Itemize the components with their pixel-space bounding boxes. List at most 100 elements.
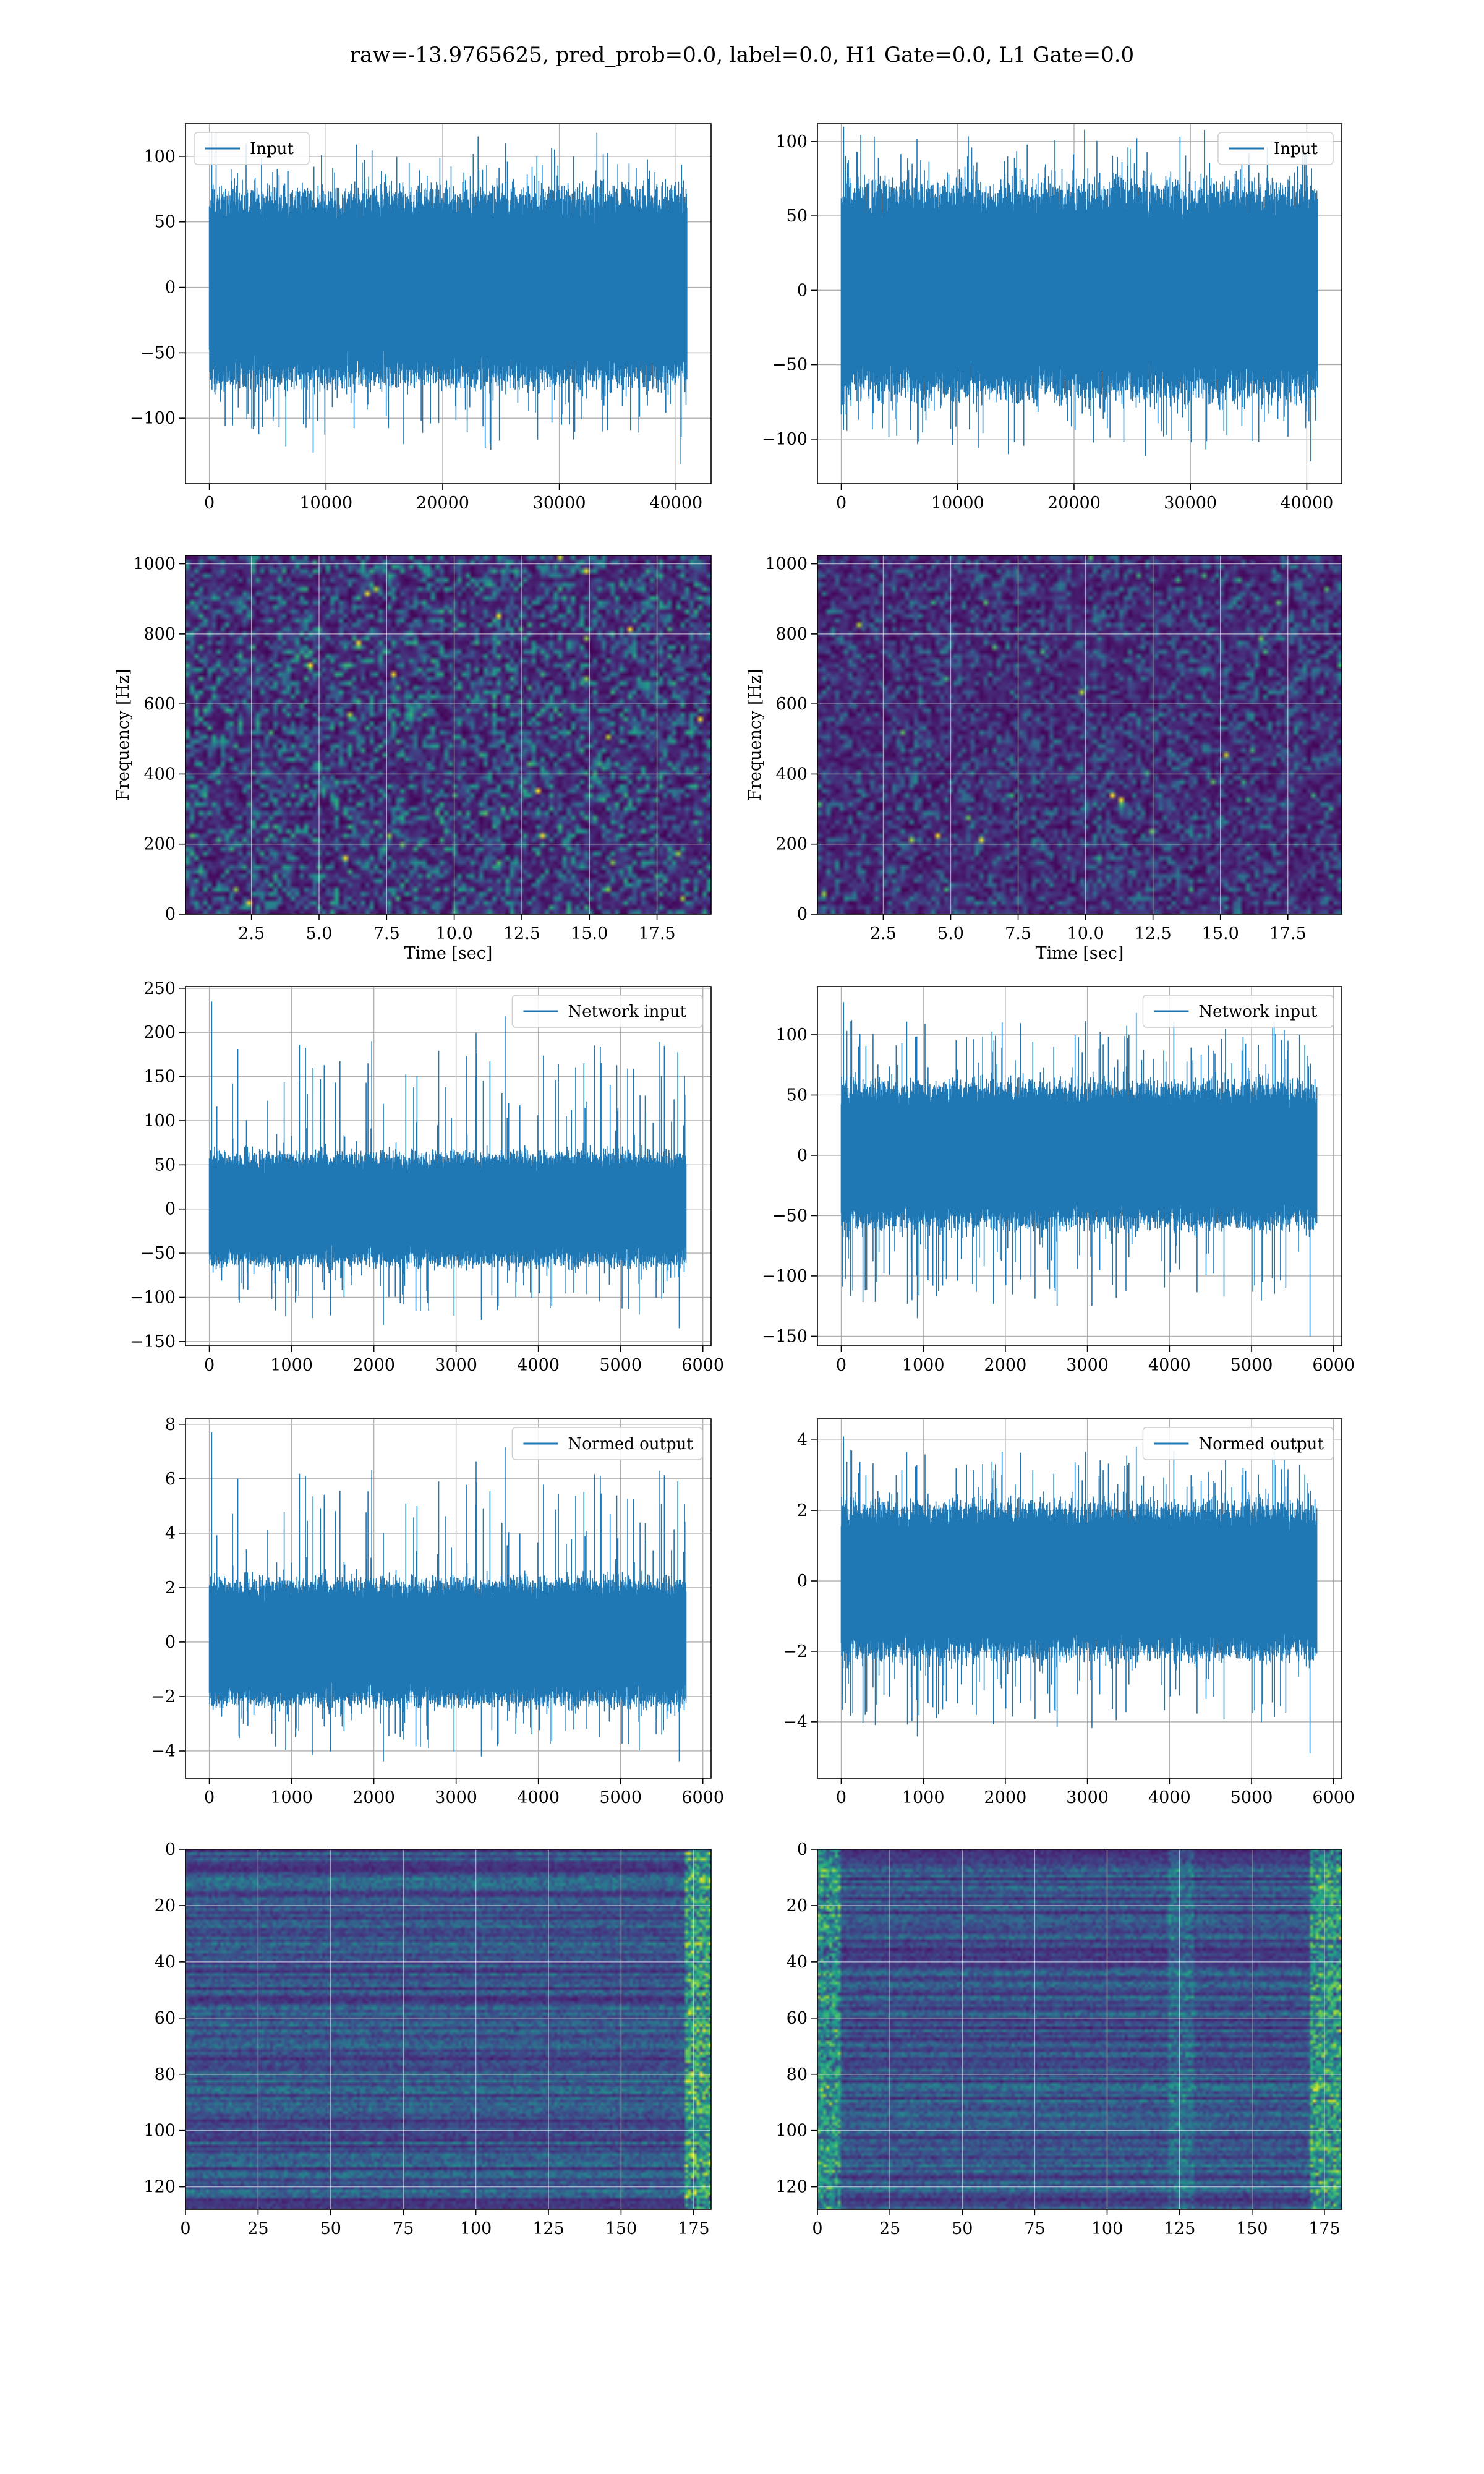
ticks: 0 10000 20000 30000 40000 −100 −50 0 50 100 (762, 132, 1334, 513)
x-tick-label: 5000 (1230, 1788, 1273, 1807)
x-tick-label: 2000 (352, 1788, 395, 1807)
x-tick-label: 1000 (270, 1788, 313, 1807)
x-tick-label: 1000 (902, 1356, 945, 1375)
y-tick-label: 0 (797, 281, 808, 300)
axes-frame (817, 555, 1342, 915)
legend-box (1217, 132, 1334, 165)
x-tick-label: 175 (678, 2219, 710, 2238)
y-tick-label: 800 (775, 625, 808, 644)
x-tick-label: 175 (1308, 2219, 1341, 2238)
x-tick-label: 10000 (931, 494, 984, 513)
x-tick-label: 3000 (435, 1788, 477, 1807)
x-tick-label: 15.0 (571, 924, 608, 943)
x-tick-label: 0 (836, 494, 846, 513)
panel-spectrogram-right: 2.5 5.0 7.5 10.0 12.5 15.0 17.5 0 200 400 600 800 10… (746, 555, 1342, 963)
legend: Network input (511, 995, 703, 1028)
series-line-input-left (208, 132, 688, 464)
y-tick-label: −50 (140, 1244, 176, 1263)
ticks: 0 10000 20000 30000 40000 −100 −50 0 50 100 (130, 147, 702, 513)
x-tick-label: 2.5 (238, 924, 265, 943)
y-tick-label: 150 (143, 1068, 176, 1087)
y-tick-label: −50 (772, 1206, 808, 1225)
x-tick-label: 25 (879, 2219, 900, 2238)
x-tick-label: 50 (952, 2219, 973, 2238)
x-tick-label: 100 (1091, 2219, 1124, 2238)
y-tick-label: 120 (775, 2178, 808, 2197)
x-tick-label: 0 (204, 1356, 215, 1375)
panel-normed-output-right: 0 1000 2000 3000 4000 5000 6000 −4 −2 0 2 4 Normed o… (783, 1418, 1355, 1807)
heatmap-image (817, 1849, 1342, 2209)
x-tick-label: 6000 (1312, 1788, 1355, 1807)
y-tick-label: −150 (130, 1332, 176, 1351)
x-tick-label: 6000 (681, 1356, 724, 1375)
grid (186, 555, 711, 915)
y-tick-label: 1000 (765, 555, 808, 574)
x-tick-label: 100 (460, 2219, 492, 2238)
y-tick-label: −50 (772, 356, 808, 375)
legend-label: Input (1274, 140, 1318, 158)
x-tick-label: 2.5 (870, 924, 897, 943)
ticks: 0 25 50 75 100 125 150 175 0 20 40 60 80 100 120 (775, 1840, 1340, 2238)
x-tick-label: 7.5 (373, 924, 400, 943)
x-tick-label: 4000 (1148, 1788, 1191, 1807)
x-tick-label: 17.5 (1269, 924, 1307, 943)
legend-label: Network input (568, 1003, 686, 1021)
y-tick-label: 50 (787, 1085, 808, 1105)
x-tick-label: 5.0 (937, 924, 964, 943)
x-tick-label: 2000 (984, 1356, 1027, 1375)
y-tick-label: 400 (775, 764, 808, 784)
x-tick-label: 0 (204, 1788, 215, 1807)
y-tick-label: 250 (143, 979, 176, 998)
y-tick-label: 0 (165, 905, 176, 924)
y-tick-label: 0 (797, 1840, 808, 1859)
x-tick-label: 5.0 (306, 924, 333, 943)
legend-label: Input (250, 140, 294, 158)
ticks: 0 25 50 75 100 125 150 175 0 20 40 60 80 100 120 (143, 1840, 709, 2238)
x-tick-label: 30000 (1164, 494, 1217, 513)
series-line-normed-output-left (208, 1432, 687, 1762)
y-tick-label: 40 (155, 1953, 176, 1972)
axes-frame (185, 986, 712, 1346)
x-tick-label: 10.0 (1067, 924, 1104, 943)
x-tick-label: 5000 (599, 1356, 642, 1375)
legend: Input (194, 132, 310, 165)
y-tick-label: −2 (783, 1642, 808, 1661)
y-tick-label: 40 (787, 1953, 808, 1972)
y-tick-label: 100 (143, 1111, 176, 1131)
y-tick-label: 0 (797, 905, 808, 924)
x-tick-label: 25 (247, 2219, 268, 2238)
y-tick-label: 120 (143, 2178, 176, 2197)
y-tick-label: −100 (762, 430, 808, 449)
x-tick-label: 75 (393, 2219, 414, 2238)
ticks: 0 1000 2000 3000 4000 5000 6000 −150 −100 −50 0 50 1… (762, 1025, 1355, 1375)
y-tick-label: 200 (775, 835, 808, 854)
y-tick-label: 100 (143, 2121, 176, 2141)
y-tick-label: 100 (143, 147, 176, 166)
x-tick-label: 40000 (1280, 494, 1333, 513)
panel-normed-output-left: 0 1000 2000 3000 4000 5000 6000 −4 −2 0 2 4 6 8 Normed… (151, 1415, 724, 1807)
legend-box (511, 995, 703, 1028)
axes-frame (185, 123, 712, 484)
y-tick-label: 1000 (133, 555, 176, 574)
x-tick-label: 3000 (435, 1356, 477, 1375)
y-tick-label: 0 (165, 1840, 176, 1859)
y-tick-label: 600 (143, 695, 176, 714)
x-tick-label: 17.5 (638, 924, 675, 943)
y-tick-label: −100 (762, 1267, 808, 1286)
y-tick-label: −2 (151, 1687, 176, 1706)
legend: Normed output (511, 1427, 703, 1460)
x-tick-label: 75 (1024, 2219, 1045, 2238)
y-tick-label: −150 (762, 1327, 808, 1346)
axes-frame (817, 986, 1342, 1346)
y-tick-label: 8 (165, 1415, 176, 1434)
x-tick-label: 1000 (902, 1788, 945, 1807)
y-tick-label: 800 (143, 625, 176, 644)
x-tick-label: 2000 (984, 1788, 1027, 1807)
axes-frame (817, 1418, 1342, 1779)
axes-frame (817, 123, 1342, 484)
ticks: 2.5 5.0 7.5 10.0 12.5 15.0 17.5 0 200 400 600 800 10… (765, 555, 1307, 943)
panel-network-input-right: 0 1000 2000 3000 4000 5000 6000 −150 −100 −50 0 50 1… (762, 986, 1355, 1375)
y-tick-label: 6 (165, 1470, 176, 1489)
panel-input-right: 0 10000 20000 30000 40000 −100 −50 0 50 100 Input (762, 123, 1342, 513)
